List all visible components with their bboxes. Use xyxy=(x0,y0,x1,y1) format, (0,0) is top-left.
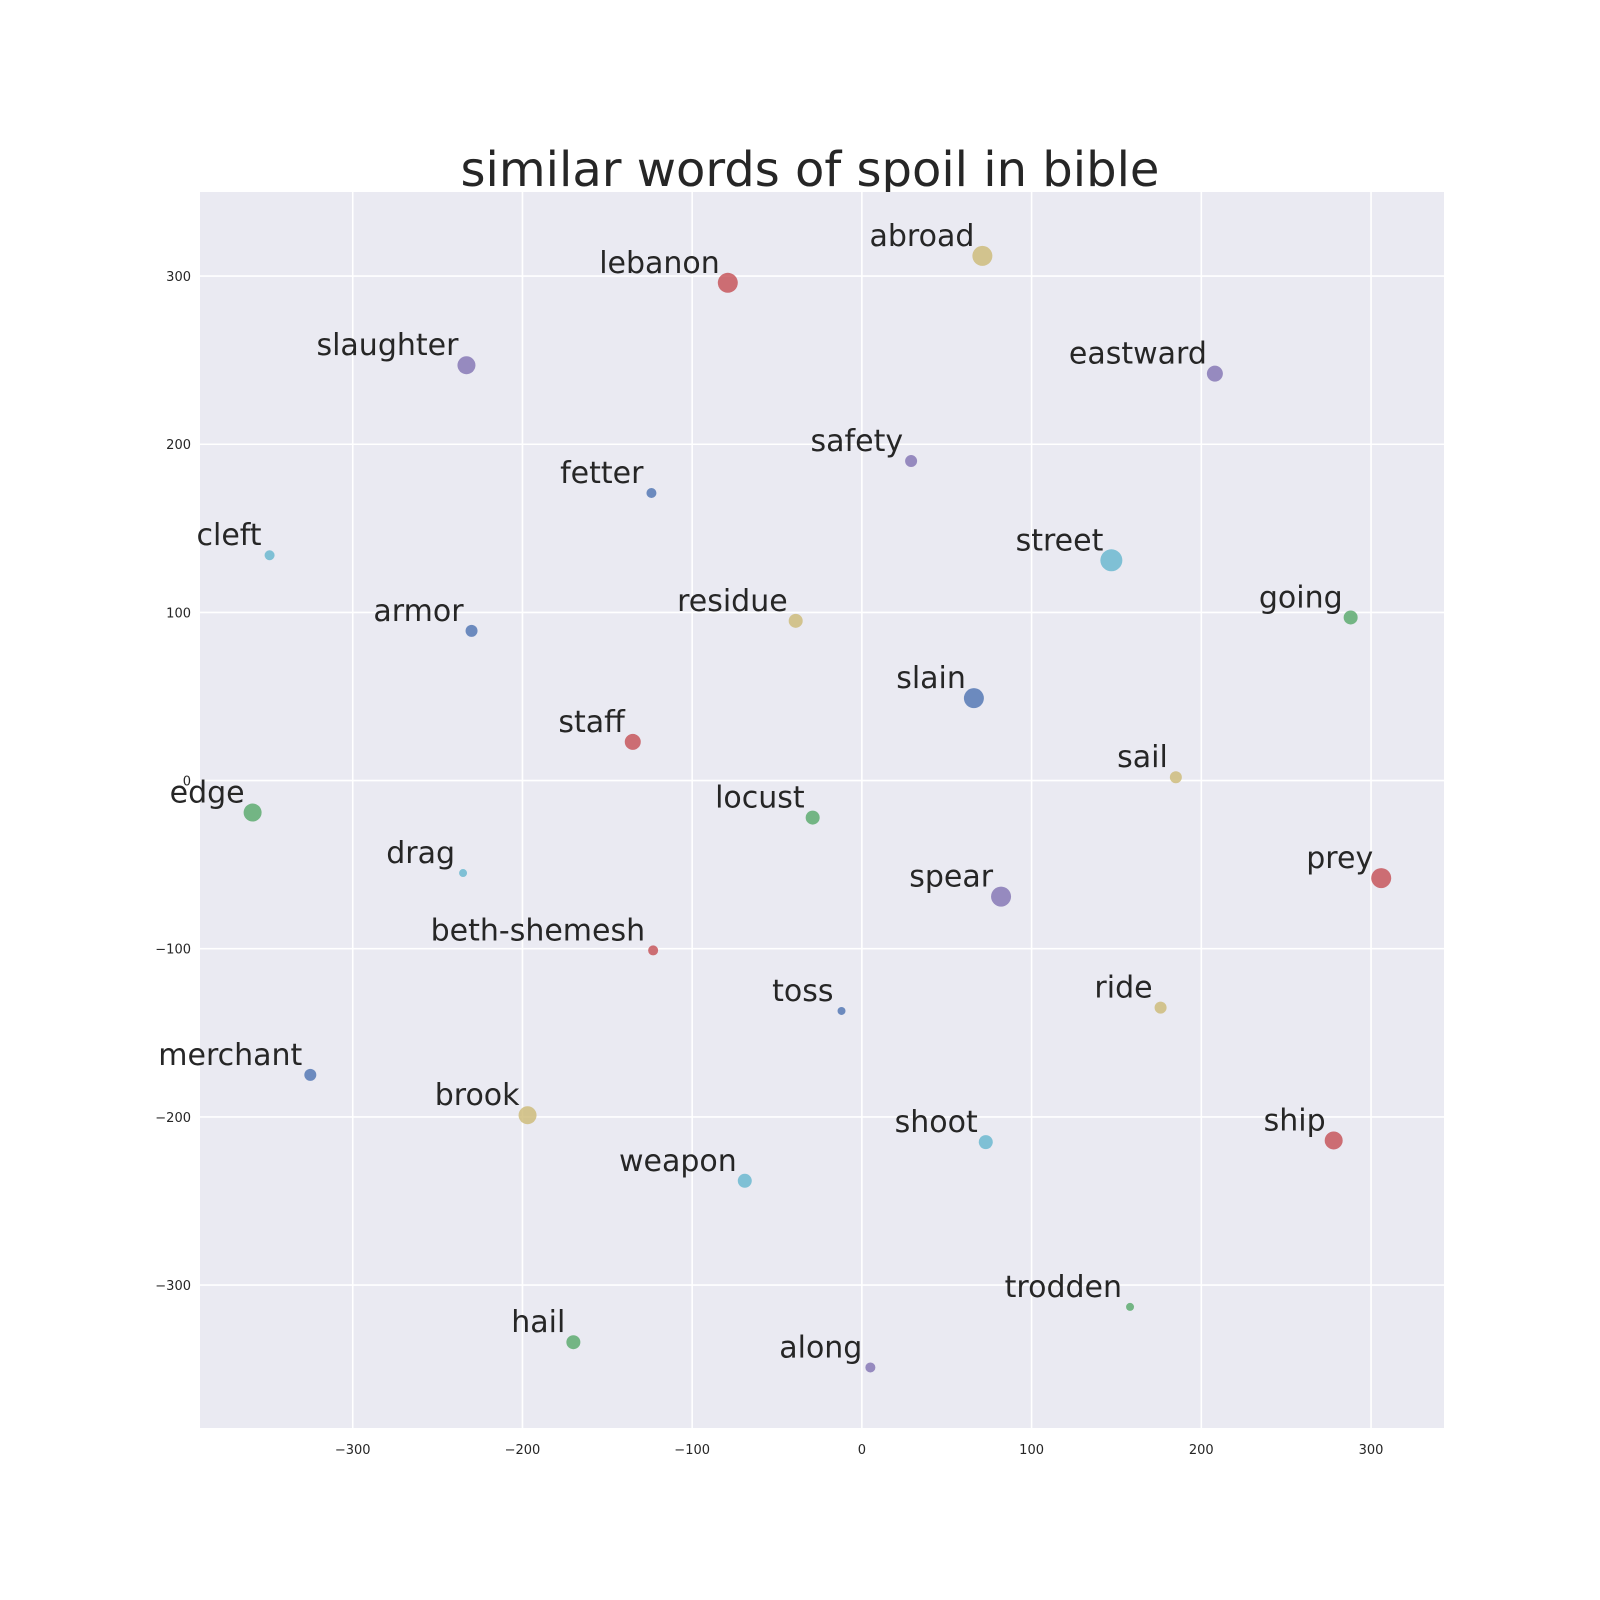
chart-title: similar words of spoil in bible xyxy=(461,142,1160,198)
point-label-eastward: eastward xyxy=(1069,337,1207,372)
data-point-street xyxy=(1100,549,1123,572)
data-point-weapon xyxy=(737,1173,752,1188)
data-point-armor xyxy=(465,624,478,637)
x-tick-label: −100 xyxy=(674,1443,710,1458)
data-point-along xyxy=(865,1362,876,1373)
y-tick-label: −300 xyxy=(155,1279,191,1294)
x-tick-label: 0 xyxy=(858,1443,866,1458)
data-point-slain xyxy=(963,688,984,709)
point-label-lebanon: lebanon xyxy=(599,246,720,281)
point-label-locust: locust xyxy=(715,781,805,816)
data-point-staff xyxy=(624,733,641,750)
point-label-trodden: trodden xyxy=(1005,1270,1122,1305)
axis-ticks: −300 −200 −100 0 100 200 300 −300 −200 −100 0 100 20… xyxy=(155,270,1383,1458)
data-point-lebanon xyxy=(717,272,738,293)
data-point-spear xyxy=(991,886,1012,907)
point-label-slain: slain xyxy=(896,661,966,696)
data-point-slaughter xyxy=(457,356,476,375)
data-point-ride xyxy=(1154,1001,1167,1014)
y-tick-label: 0 xyxy=(183,775,191,790)
data-points xyxy=(243,245,1392,1373)
x-tick-label: 200 xyxy=(1189,1443,1214,1458)
data-point-toss xyxy=(837,1006,846,1015)
x-tick-label: 100 xyxy=(1019,1443,1044,1458)
y-tick-label: 200 xyxy=(166,438,191,453)
point-label-toss: toss xyxy=(772,974,833,1009)
point-label-shoot: shoot xyxy=(895,1105,978,1140)
data-point-trodden xyxy=(1126,1302,1135,1311)
data-point-merchant xyxy=(304,1068,317,1081)
data-point-beth-shemesh xyxy=(648,945,659,956)
data-point-sail xyxy=(1169,771,1182,784)
point-label-abroad: abroad xyxy=(869,219,974,254)
y-tick-label: −100 xyxy=(155,943,191,958)
data-point-brook xyxy=(518,1106,537,1125)
x-tick-label: −300 xyxy=(335,1443,371,1458)
point-label-staff: staff xyxy=(558,705,626,740)
data-point-abroad xyxy=(972,245,993,266)
point-label-brook: brook xyxy=(435,1078,520,1113)
point-label-edge: edge xyxy=(170,776,245,811)
data-point-cleft xyxy=(264,550,275,561)
data-point-eastward xyxy=(1206,365,1223,382)
data-point-hail xyxy=(566,1335,581,1350)
point-label-prey: prey xyxy=(1306,841,1373,876)
data-point-shoot xyxy=(978,1135,993,1150)
point-label-along: along xyxy=(779,1330,862,1365)
x-tick-label: 300 xyxy=(1359,1443,1384,1458)
point-label-slaughter: slaughter xyxy=(316,328,459,363)
point-label-safety: safety xyxy=(811,424,904,459)
data-point-edge xyxy=(243,803,262,822)
point-label-sail: sail xyxy=(1117,740,1168,775)
grid-lines xyxy=(200,192,1444,1428)
point-label-fetter: fetter xyxy=(560,456,644,491)
point-label-beth-shemesh: beth-shemesh xyxy=(431,913,646,948)
point-label-ride: ride xyxy=(1094,971,1152,1006)
point-label-spear: spear xyxy=(909,860,994,895)
data-point-drag xyxy=(459,869,468,878)
data-point-residue xyxy=(788,613,803,628)
plot-area xyxy=(200,192,1444,1428)
data-point-locust xyxy=(805,810,820,825)
point-labels: abroad lebanon slaughter eastward safety fett… xyxy=(158,219,1373,1366)
point-label-weapon: weapon xyxy=(619,1144,737,1179)
data-point-prey xyxy=(1371,868,1392,889)
point-label-hail: hail xyxy=(511,1305,565,1340)
point-label-drag: drag xyxy=(386,836,455,871)
data-point-going xyxy=(1343,610,1358,625)
point-label-cleft: cleft xyxy=(196,518,261,553)
x-tick-label: −200 xyxy=(505,1443,541,1458)
point-label-going: going xyxy=(1259,580,1343,615)
data-point-fetter xyxy=(646,488,657,499)
y-tick-label: 100 xyxy=(166,606,191,621)
data-point-ship xyxy=(1324,1131,1343,1150)
point-label-street: street xyxy=(1016,523,1104,558)
y-tick-label: 300 xyxy=(166,270,191,285)
point-label-residue: residue xyxy=(677,584,788,619)
data-point-safety xyxy=(905,455,918,468)
point-label-ship: ship xyxy=(1264,1103,1326,1138)
point-label-armor: armor xyxy=(373,594,464,629)
y-tick-label: −200 xyxy=(155,1111,191,1126)
point-label-merchant: merchant xyxy=(158,1038,302,1073)
